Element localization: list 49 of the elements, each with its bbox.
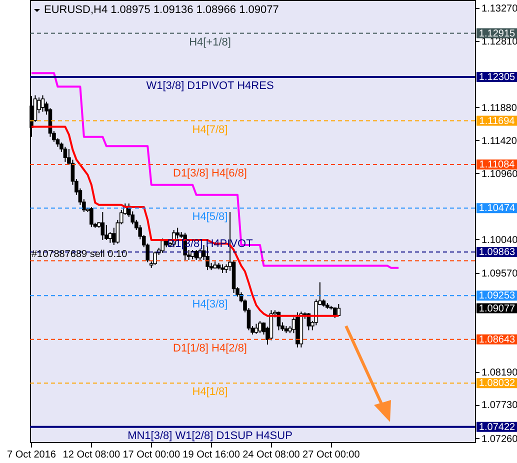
candlestick [90, 206, 94, 228]
text: 1.09077 [478, 303, 516, 314]
ref-line-label: H4[7/8] [192, 124, 228, 136]
ref-line-label: H4[+1/8] [189, 36, 231, 48]
candlestick [63, 146, 68, 162]
ref-line-label: D1[1/8] H4[2/8] [173, 342, 247, 354]
x-tick-label: 27 Oct 00:00 [302, 450, 360, 460]
text: 1.09863 [478, 246, 516, 258]
y-tick-label: 1.11880 [482, 102, 517, 114]
candlestick [254, 323, 258, 334]
text: 1.08032 [478, 378, 516, 390]
candlestick [160, 238, 164, 254]
ref-line-label: H4[5/8] [192, 211, 228, 224]
annotation: #107887689 sell 0.10 [32, 248, 128, 260]
candlestick [100, 212, 105, 240]
y-tick-label: 1.07730 [482, 400, 517, 412]
y-tick-label: 1.13270 [482, 3, 517, 14]
text: 1.07422 [478, 422, 516, 433]
candlestick [40, 94, 45, 112]
text: 1.09253 [478, 290, 516, 302]
y-tick-label: 1.07260 [482, 434, 517, 445]
x-tick-label: 19 Oct 16:00 [182, 450, 240, 460]
y-tick-label: 1.09570 [482, 268, 517, 280]
x-tick-label: 24 Oct 08:00 [242, 450, 300, 460]
y-tick-label: 1.11420 [482, 136, 517, 147]
x-tick-label: 12 Oct 08:00 [62, 450, 120, 460]
candlestick [206, 246, 210, 271]
text: 1.08643 [478, 334, 516, 346]
text: 1.11694 [479, 116, 516, 127]
ref-line-label: D1[3/8] H4[6/8] [173, 167, 247, 180]
y-tick-label: 1.08190 [482, 367, 517, 378]
candlestick [198, 248, 202, 261]
ref-line-label: H4[3/8] [192, 298, 228, 311]
chart-title: EURUSD,H4 1.08975 1.09136 1.08966 1.09077 [44, 4, 279, 16]
candlestick [194, 250, 198, 261]
candlestick [258, 320, 262, 334]
text: 1.10474 [478, 203, 516, 214]
text: 1.12305 [478, 72, 516, 84]
candlestick [153, 250, 158, 266]
text: 1.11084 [479, 159, 516, 170]
line-series [30, 72, 400, 269]
x-tick-label: 7 Oct 2016 [7, 450, 56, 460]
y-tick-label: 1.10960 [482, 168, 517, 180]
text: 1.12915 [478, 28, 516, 40]
ref-line-label: MN1[3/8] W1[2/8] D1SUP H4SUP [128, 430, 292, 442]
ref-line-label: H4[1/8] [192, 386, 228, 398]
x-tick-label: 17 Oct 00:00 [122, 450, 180, 460]
y-tick-label: 1.10040 [482, 234, 517, 246]
ref-line-label: W1[3/8] D1PIVOT H4RES [146, 80, 274, 92]
